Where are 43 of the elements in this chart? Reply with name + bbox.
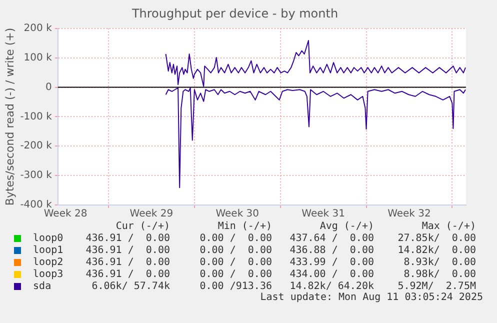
y-tick-label: -100 k	[20, 111, 52, 122]
legend-label: sda	[32, 281, 52, 293]
text: Cur (-/+)	[114, 221, 170, 233]
text: 433.99 / 0.00	[288, 257, 374, 269]
legend-label: loop3	[32, 269, 64, 281]
text: 0.00 /913.36	[198, 281, 272, 292]
legend-label: loop0	[32, 233, 64, 245]
text: 8.93k/ 0.00	[402, 257, 476, 269]
text: 0.00 / 0.00	[198, 257, 272, 269]
chart-title: Throughput per device - by month	[130, 6, 338, 20]
text: 436.91 / 0.00	[84, 269, 170, 281]
text: Last update: Mon Aug 11 03:05:24 2025	[260, 292, 483, 304]
text: Avg (-/+)	[318, 221, 374, 233]
text: 27.85k/ 0.00	[396, 233, 476, 245]
x-tick-label: Week 28	[44, 208, 88, 220]
text: 0.00 / 0.00	[198, 245, 272, 257]
y-tick-label: -200 k	[20, 140, 52, 152]
text: Max (-/+)	[420, 221, 476, 233]
text: 5.92M/ 2.75M	[396, 281, 476, 292]
text: 436.91 / 0.00	[84, 233, 170, 245]
legend-label: loop1	[32, 245, 64, 257]
text: 437.64 / 0.00	[288, 233, 374, 245]
text: 14.82k/ 0.00	[396, 245, 476, 257]
text: 8.98k/ 0.00	[402, 269, 476, 281]
text: 6.06k/ 57.74k	[90, 281, 170, 293]
y-axis-title: Bytes/second read (-) / write (+)	[3, 28, 16, 206]
text: 436.91 / 0.00	[84, 245, 170, 257]
text: 436.88 / 0.00	[288, 245, 374, 257]
y-tick-label: 0	[45, 82, 52, 93]
x-tick-label: Week 30	[216, 208, 260, 220]
legend-label: loop2	[32, 257, 64, 269]
y-tick-label: 100 k	[24, 52, 52, 64]
x-tick-label: Week 32	[388, 208, 431, 220]
x-tick-label: Week 31	[302, 208, 345, 220]
text: Min (-/+)	[216, 221, 272, 233]
y-tick-label: -300 k	[20, 170, 52, 182]
x-tick-label: Week 29	[130, 208, 174, 220]
y-tick-label: 200 k	[24, 22, 52, 34]
text: 14.82k/ 64.20k	[288, 281, 374, 292]
text: 436.91 / 0.00	[84, 257, 170, 269]
text: 0.00 / 0.00	[198, 269, 272, 281]
text: 434.00 / 0.00	[288, 269, 374, 281]
text: 0.00 / 0.00	[198, 233, 272, 245]
